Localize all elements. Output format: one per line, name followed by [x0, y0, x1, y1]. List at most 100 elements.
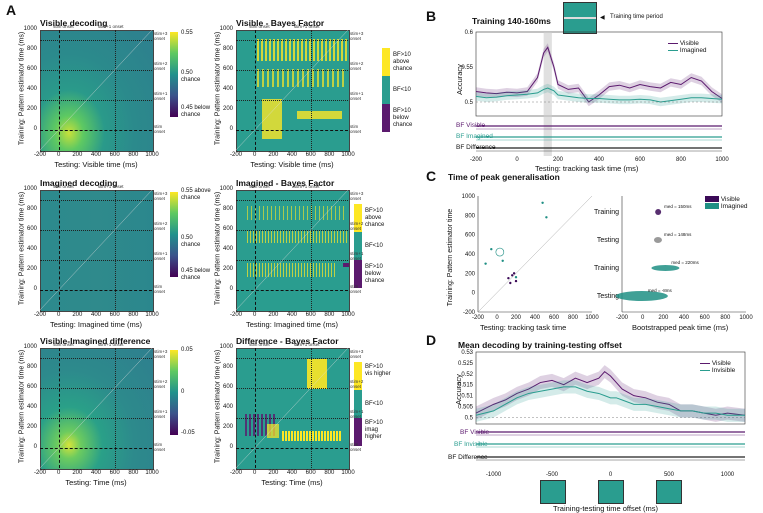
offset-inset-zero [598, 480, 624, 504]
c-scatter-point [541, 201, 544, 204]
panel-label-d: D [426, 332, 437, 348]
panel-label-a: A [6, 2, 17, 18]
d-y-tick: 0.5 [465, 415, 474, 421]
onset-side-label: stim+3 onset [350, 191, 364, 201]
b-x-tick: 1000 [715, 157, 729, 163]
y-tick-label: 1000 [219, 344, 233, 350]
c-right-x-tick: 1000 [739, 315, 753, 321]
d-y-tick: 0.51 [461, 394, 473, 400]
y-tick-label: 400 [26, 86, 37, 92]
x-axis-label: Testing: Visible time (ms) [250, 160, 334, 169]
x-tick-label: 1000 [145, 312, 159, 318]
panel-c-title: Time of peak generalisation [448, 172, 560, 182]
training-window-band [543, 32, 552, 156]
onset-label-stim1: stim+1 onset [97, 342, 124, 347]
c-right-x-tick: 600 [700, 315, 711, 321]
legend-imagined: Imagined [679, 47, 707, 54]
c-scatter-point [490, 247, 493, 251]
y-tick-label: 0 [229, 444, 233, 450]
x-tick-label: 200 [268, 470, 279, 476]
x-tick-label: 600 [109, 312, 120, 318]
x-tick-label: 800 [324, 312, 335, 318]
x-tick-label: -200 [229, 152, 242, 158]
d-line-invisible [475, 386, 745, 416]
c-y-tick: 400 [465, 252, 476, 258]
x-tick-label: 1000 [341, 152, 355, 158]
b-y-tick: 0.55 [461, 65, 473, 71]
y-tick-label: 200 [222, 266, 233, 272]
y-tick-label: 200 [26, 106, 37, 112]
d-band-visible [476, 365, 745, 422]
b-x-tick: 600 [635, 157, 646, 163]
colorbar-imagined-min: 0.45 below chance [181, 268, 211, 281]
c-violin [655, 209, 662, 215]
d-x-tick: 500 [664, 472, 675, 478]
c-scatter-point [511, 274, 514, 277]
x-tick-label: 600 [305, 152, 316, 158]
colorbar-imagined [170, 192, 178, 277]
c-scatter-point [514, 279, 518, 283]
title-difference-bf: Difference - Bayes Factor [236, 336, 339, 346]
offset-inset-neg [540, 480, 566, 504]
c-row-label: Training [594, 209, 619, 216]
b-x-tick: 200 [553, 157, 564, 163]
x-tick-label: 800 [324, 470, 335, 476]
panel-b-title: Training 140-160ms [472, 16, 551, 26]
y-tick-label: 400 [222, 246, 233, 252]
onset-label-stim: stim onset [249, 184, 270, 189]
x-tick-label: 800 [324, 152, 335, 158]
onset-side-label: stim onset [154, 124, 166, 134]
d-y-tick: 0.52 [461, 372, 473, 378]
x-tick-label: 200 [72, 312, 83, 318]
bf-legend-diff-vis-label: BF>10 vis higher [365, 364, 391, 377]
c-y-tick: -200 [463, 310, 476, 316]
legend-c-visible: Visible [720, 196, 740, 203]
onset-label-stim: stim onset [249, 24, 270, 29]
c-right-x-tick: 200 [658, 315, 669, 321]
colorbar-visible-mid: 0.50 chance [181, 70, 201, 83]
bf-legend-below [382, 104, 390, 132]
onset-label-stim1: stim+1 onset [293, 342, 320, 347]
c-scatter-point [514, 276, 518, 279]
title-visible-bf: Visible - Bayes Factor [236, 18, 325, 28]
y-tick-label: 0 [33, 444, 37, 450]
c-y-tick: 800 [465, 213, 476, 219]
d-bf-invisible-label: BF Invisible [454, 441, 488, 448]
x-tick-label: 200 [268, 312, 279, 318]
bf-legend-below-label: BF>10 below chance [393, 108, 413, 128]
y-tick-label: 200 [222, 424, 233, 430]
y-tick-label: 800 [222, 206, 233, 212]
d-y-tick: 0.53 [461, 350, 473, 356]
c-x-tick: 600 [549, 315, 560, 321]
panel-label-b: B [426, 8, 437, 24]
x-tick-label: 800 [128, 312, 139, 318]
onset-side-label: stim+1 onset [154, 91, 168, 101]
onset-side-label: stim+2 onset [350, 379, 364, 389]
d-y-tick: 0.505 [458, 405, 474, 411]
c-row-label: Testing [597, 293, 619, 300]
x-tick-label: 400 [286, 152, 297, 158]
bf-legend-imag-above [354, 204, 362, 232]
c-scatter-point [484, 262, 487, 265]
bf-legend-above [382, 48, 390, 76]
x-tick-label: 0 [56, 152, 61, 158]
onset-side-label: stim onset [350, 284, 362, 294]
c-row-label: Training [594, 265, 619, 272]
y-tick-label: 1000 [23, 344, 37, 350]
panel-b-axes [475, 31, 723, 117]
bf-difference-label: BF Difference [456, 144, 496, 151]
y-tick-label: 400 [26, 404, 37, 410]
panel-d-title: Mean decoding by training-testing offset [458, 340, 622, 350]
y-tick-label: 1000 [23, 186, 37, 192]
x-axis-label: Testing: Time (ms) [261, 478, 323, 487]
c-right-x-tick: 800 [720, 315, 731, 321]
x-tick-label: 600 [109, 152, 120, 158]
panel-d-axes [475, 351, 746, 425]
y-tick-label: 400 [26, 246, 37, 252]
onset-side-label: stim onset [350, 442, 362, 452]
onset-side-label: stim+1 onset [350, 91, 364, 101]
legend-c-imagined: Imagined [720, 203, 748, 210]
d-x-tick: 1000 [721, 472, 735, 478]
